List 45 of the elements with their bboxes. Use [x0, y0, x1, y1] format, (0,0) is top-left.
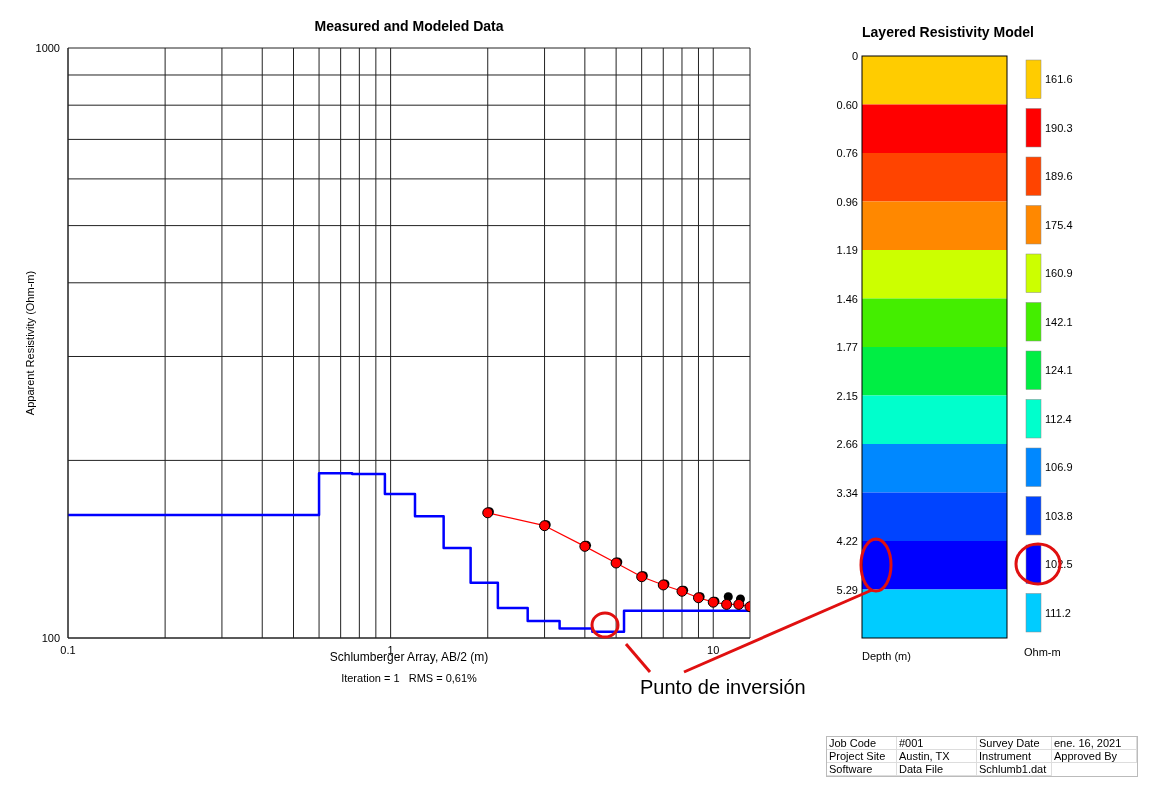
data-label: 106.9 [1045, 461, 1073, 474]
category-label: 0.76 [836, 147, 858, 159]
category-label: 2.66 [836, 438, 858, 450]
data-label: 142.1 [1045, 315, 1073, 328]
text: Schlumb1.dat [977, 763, 1052, 776]
category-label: 3.34 [836, 486, 858, 499]
y-axis-title: Apparent Resistivity (Ohm-m) [24, 270, 36, 416]
category-label: 2.15 [836, 389, 858, 402]
data-label: 112.4 [1045, 412, 1072, 425]
chart-title: Measured and Modeled Data [313, 18, 505, 34]
data-label: 124.1 [1045, 364, 1073, 377]
data-label: 111.2 [1045, 606, 1071, 619]
text: Iteration = 1 RMS = 0,61% [341, 672, 477, 684]
color-bar-title: Ohm-m [1024, 646, 1061, 658]
x-tick-label: 0.1 [60, 643, 76, 656]
text: Layered Resistivity Model [861, 24, 1035, 40]
category-label: 0.60 [836, 98, 858, 111]
text: Job Code [827, 737, 897, 750]
text: Software [827, 763, 897, 776]
category-label: 0 [851, 50, 858, 62]
text: ene. 16, 2021 [1052, 737, 1137, 750]
data-label: 175.4 [1045, 218, 1073, 231]
category-label: 5.29 [836, 583, 858, 596]
data-label: 103.8 [1045, 509, 1073, 522]
text: Instrument [977, 750, 1052, 763]
data-label: 161.6 [1045, 73, 1073, 86]
text: Approved By [1052, 750, 1137, 763]
data-label: 189.6 [1045, 170, 1073, 183]
text: Data File [897, 763, 977, 776]
y-tick-label: 1000 [35, 41, 60, 54]
text: Punto de inversión [640, 676, 806, 699]
category-label: 4.22 [836, 535, 858, 547]
y-tick-label: 100 [41, 631, 60, 644]
data-label: 190.3 [1045, 121, 1073, 134]
category-label: 1.46 [836, 292, 858, 305]
text: Project Site [827, 750, 897, 763]
category-label: 0.96 [836, 195, 858, 208]
text: Survey Date [977, 737, 1052, 750]
text: Depth (m) [862, 650, 911, 662]
data-label: 160.9 [1045, 267, 1073, 280]
text: Austin, TX [897, 750, 977, 763]
text: #001 [897, 737, 977, 750]
category-label: 1.77 [836, 341, 858, 353]
category-label: 1.19 [836, 244, 858, 256]
x-tick-label: 10 [707, 643, 720, 656]
